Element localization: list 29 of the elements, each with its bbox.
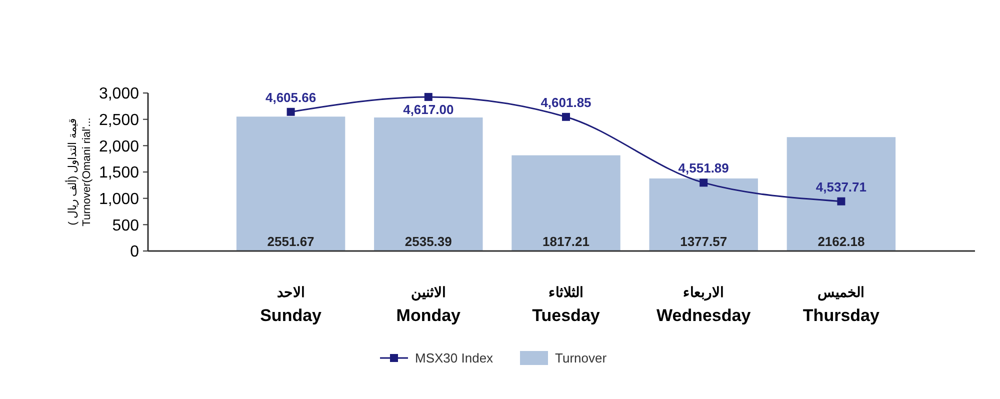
- y-tick-label: 1,000: [98, 190, 140, 208]
- y-tick-label: 0: [130, 244, 140, 261]
- legend-label: Turnover: [555, 350, 608, 366]
- data-label: 4,617.00: [403, 102, 454, 117]
- bar: [786, 137, 896, 251]
- data-label: 2162.18: [818, 234, 865, 249]
- data-label: 4,551.89: [678, 160, 729, 176]
- data-label: 1817.21: [542, 234, 590, 249]
- data-label: 2551.67: [267, 234, 314, 249]
- y-tick-label: 2,500: [98, 112, 140, 129]
- data-label: 2535.39: [404, 234, 452, 249]
- point: [837, 197, 846, 206]
- bar: [649, 178, 758, 251]
- point: [286, 108, 295, 116]
- data-label: 4,605.66: [265, 90, 316, 105]
- data-label: 4,601.85: [540, 94, 592, 110]
- point: [700, 178, 708, 187]
- bar: [512, 155, 620, 251]
- bar: [374, 117, 483, 251]
- point: [424, 92, 432, 101]
- legend-label: MSX30 Index: [415, 350, 494, 366]
- data-label: 1377.57: [680, 234, 728, 249]
- bar: [236, 116, 346, 251]
- y-tick-label: 3,000: [98, 86, 140, 103]
- y-tick-label: 500: [112, 217, 140, 234]
- data-label: 4,537.71: [816, 179, 867, 194]
- y-tick-label: 2,000: [98, 138, 140, 156]
- point: [562, 112, 570, 121]
- y-tick-label: 1,500: [98, 164, 140, 182]
